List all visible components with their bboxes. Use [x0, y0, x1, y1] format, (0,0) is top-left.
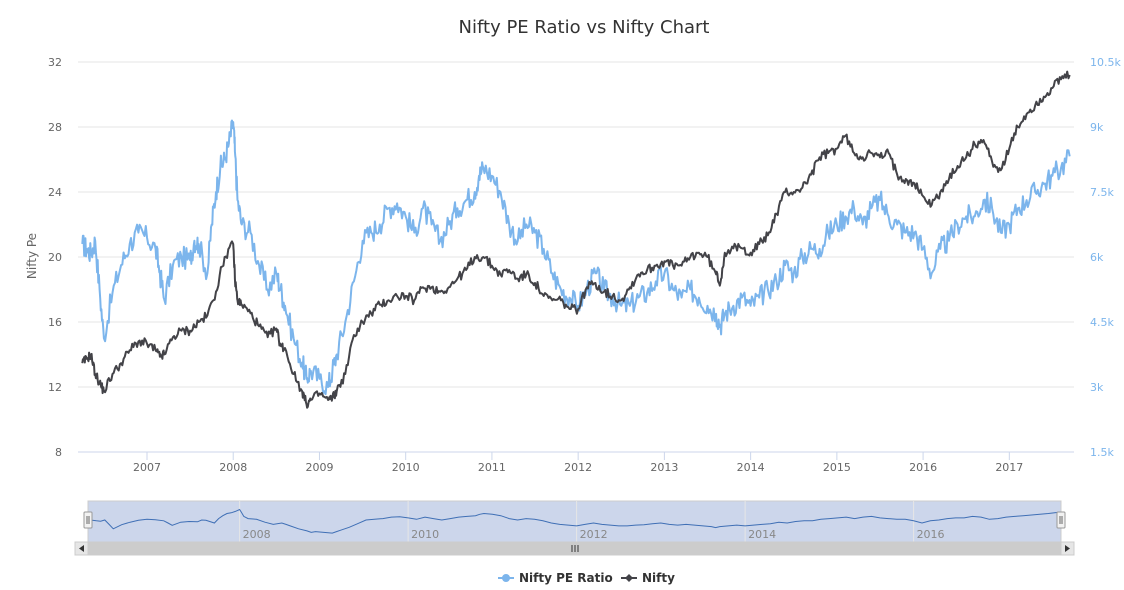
series-line-nifty-pe[interactable] — [81, 119, 1071, 396]
y-right-axis: 1.5k 3k 4.5k 6k 7.5k 9k 10.5k — [1090, 56, 1121, 459]
y-left-tick-label: 32 — [48, 56, 62, 69]
navigator-handle-left[interactable] — [83, 511, 93, 529]
grid-lines — [78, 61, 1074, 453]
y-right-tick-label: 6k — [1090, 251, 1104, 264]
navigator-tick-label: 2010 — [411, 528, 439, 541]
series-line-nifty[interactable] — [81, 70, 1071, 409]
navigator-ticks: 2008 2010 2012 2014 2016 — [243, 528, 945, 541]
y-left-axis: 8 12 16 20 24 28 32 — [48, 56, 62, 459]
legend-label-nifty: Nifty — [642, 571, 675, 585]
x-tick-label: 2013 — [650, 461, 678, 474]
x-tick-label: 2014 — [737, 461, 765, 474]
x-axis: 2007 2008 2009 2010 2011 2012 2013 2014 2015 2016… — [133, 452, 1023, 474]
x-tick-label: 2009 — [305, 461, 333, 474]
navigator-tick-label: 2008 — [243, 528, 271, 541]
navigator-series — [92, 508, 1057, 534]
legend-label-pe: Nifty PE Ratio — [519, 571, 613, 585]
y-right-tick-label: 7.5k — [1090, 186, 1114, 199]
legend-marker-pe — [502, 574, 510, 582]
legend-item-nifty[interactable]: Nifty — [621, 571, 675, 585]
y-right-tick-label: 10.5k — [1090, 56, 1121, 69]
chart-title: Nifty PE Ratio vs Nifty Chart — [459, 17, 710, 38]
navigator[interactable]: 2008 2010 2012 2014 2016 — [83, 500, 1066, 543]
arrow-left-icon — [79, 545, 84, 552]
scroll-right-button[interactable] — [1060, 541, 1075, 556]
navigator-tick-label: 2016 — [917, 528, 945, 541]
y-right-tick-label: 3k — [1090, 381, 1104, 394]
scroll-left-button[interactable] — [74, 541, 89, 556]
x-tick-label: 2011 — [478, 461, 506, 474]
y-right-tick-label: 9k — [1090, 121, 1104, 134]
legend-item-pe[interactable]: Nifty PE Ratio — [498, 571, 613, 585]
scrollbar[interactable] — [74, 541, 1075, 556]
y-left-tick-label: 12 — [48, 381, 62, 394]
series-layer — [81, 70, 1071, 409]
navigator-series-line — [92, 508, 1057, 534]
x-tick-label: 2012 — [564, 461, 592, 474]
navigator-grid — [239, 501, 915, 542]
x-tick-label: 2015 — [823, 461, 851, 474]
navigator-tick-label: 2014 — [748, 528, 776, 541]
y-left-axis-title: Nifty Pe — [25, 233, 39, 279]
legend: Nifty PE Ratio Nifty — [498, 571, 675, 585]
x-tick-label: 2017 — [995, 461, 1023, 474]
x-tick-label: 2007 — [133, 461, 161, 474]
navigator-handle-right[interactable] — [1056, 511, 1066, 529]
navigator-tick-label: 2012 — [580, 528, 608, 541]
y-left-tick-label: 8 — [55, 446, 62, 459]
y-left-tick-label: 24 — [48, 186, 62, 199]
legend-marker-nifty — [625, 574, 633, 582]
y-left-tick-label: 16 — [48, 316, 62, 329]
x-tick-label: 2008 — [219, 461, 247, 474]
arrow-right-icon — [1065, 545, 1070, 552]
y-right-tick-label: 4.5k — [1090, 316, 1114, 329]
y-right-tick-label: 1.5k — [1090, 446, 1114, 459]
x-tick-label: 2010 — [392, 461, 420, 474]
y-left-tick-label: 20 — [48, 251, 62, 264]
y-left-tick-label: 28 — [48, 121, 62, 134]
x-tick-label: 2016 — [909, 461, 937, 474]
